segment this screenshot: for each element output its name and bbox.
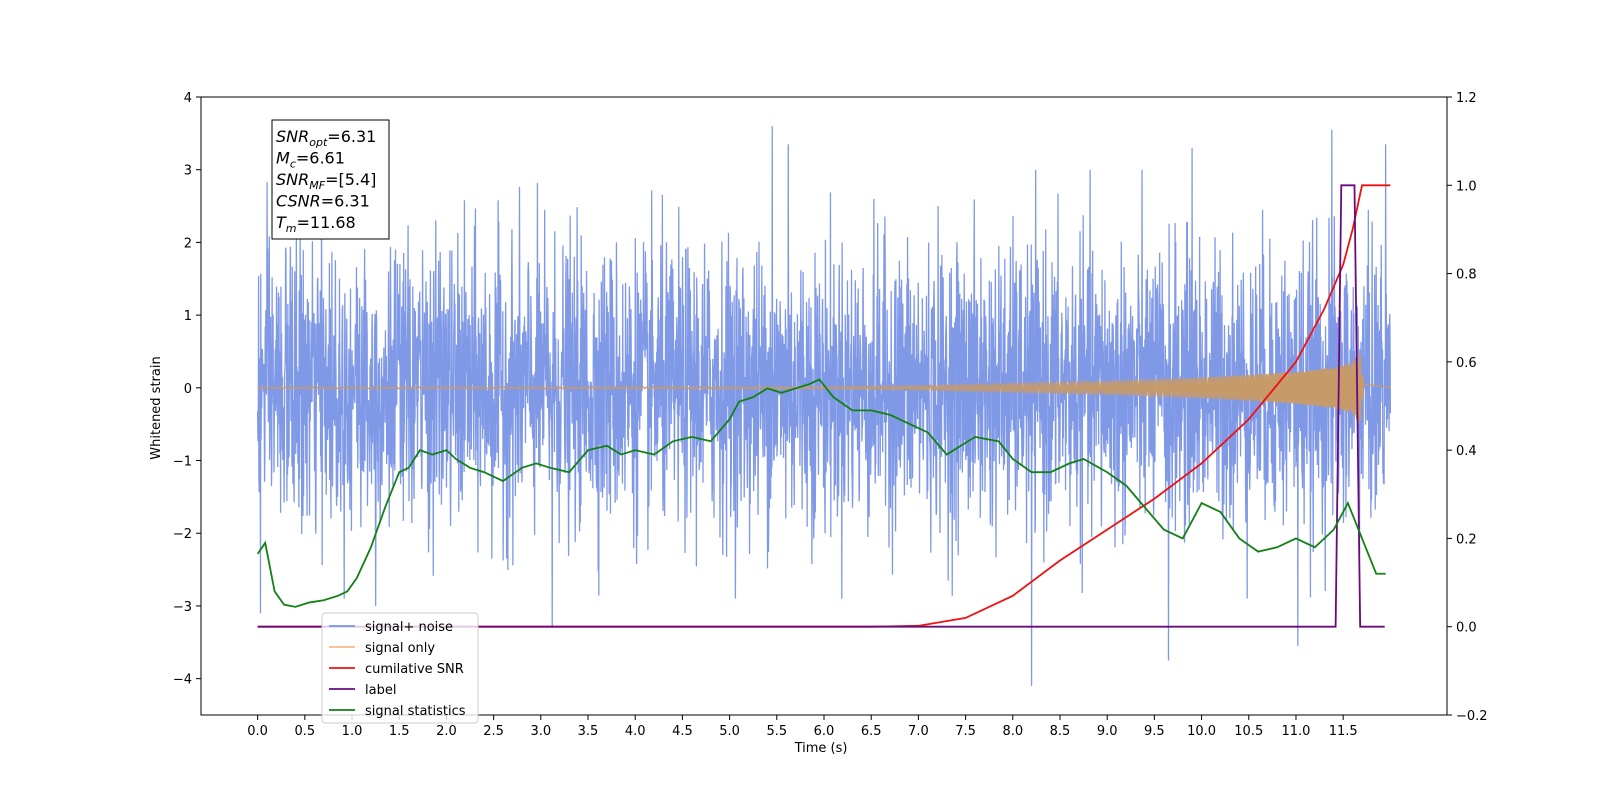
- x-tick-label: 4.5: [672, 724, 693, 739]
- x-tick-label: 9.0: [1097, 724, 1118, 739]
- x-tick-label: 11.0: [1281, 724, 1310, 739]
- x-tick-label: 5.5: [766, 724, 787, 739]
- y-tick-label: −3: [173, 600, 192, 615]
- x-tick-label: 3.0: [530, 724, 551, 739]
- legend-entry: signal+ noise: [365, 620, 453, 635]
- info-line: Tm=11.68: [276, 213, 356, 235]
- info-line: SNRopt=6.31: [276, 127, 376, 149]
- x-tick-label: 5.0: [719, 724, 740, 739]
- signal-statistics-line: [256, 378, 1386, 608]
- x-tick-label: 1.5: [389, 724, 410, 739]
- legend: signal+ noise signal only cumilative SNR la…: [321, 612, 479, 724]
- right-axis-series: [256, 184, 1391, 628]
- x-tick-label: 8.5: [1050, 724, 1071, 739]
- y2-tick-label: 1.2: [1456, 91, 1477, 106]
- y-tick-label: 4: [184, 91, 192, 106]
- signal-only-line: [257, 352, 1391, 423]
- y-tick-label: −1: [173, 455, 192, 470]
- legend-box: [321, 612, 479, 724]
- legend-entry: label: [365, 683, 396, 698]
- x-tick-label: 2.5: [483, 724, 504, 739]
- y-tick-label: 2: [184, 236, 192, 251]
- cumilative-snr-line: [257, 184, 1391, 628]
- x-tick-label: 10.0: [1187, 724, 1216, 739]
- x-tick-label: 1.0: [342, 724, 363, 739]
- info-line: Mc=6.61: [276, 149, 345, 171]
- x-tick-label: 0.5: [294, 724, 315, 739]
- label-line: [257, 184, 1385, 628]
- y-axis-ticks: −4 −3 −2 −1 0 1 2 3 4: [173, 91, 201, 688]
- y2-tick-label: 0.4: [1456, 444, 1477, 459]
- y-tick-label: −2: [173, 527, 192, 542]
- x-tick-label: 7.0: [908, 724, 929, 739]
- y2-tick-label: 1.0: [1456, 179, 1477, 194]
- signal-only-series: [257, 352, 1391, 423]
- x-tick-label: 8.0: [1002, 724, 1023, 739]
- y2-tick-label: 0.6: [1456, 356, 1477, 371]
- x-tick-label: 3.5: [578, 724, 599, 739]
- legend-entry: signal statistics: [365, 704, 466, 719]
- y2-axis-ticks: −0.2 0.0 0.2 0.4 0.6 0.8 1.0 1.2: [1447, 91, 1488, 724]
- info-line: CSNR=6.31: [276, 192, 370, 211]
- x-axis-ticks: 0.0 0.5 1.0 1.5 2.0 2.5 3.0 3.5 4.0 4.5 5.0 5.5 6.0 6…: [247, 715, 1358, 739]
- y-tick-label: 3: [184, 164, 192, 179]
- y-tick-label: 0: [184, 382, 192, 397]
- info-box-frame: [271, 119, 390, 240]
- x-tick-label: 2.0: [436, 724, 457, 739]
- x-tick-label: 10.5: [1234, 724, 1263, 739]
- legend-entry: signal only: [365, 641, 435, 656]
- y2-tick-label: 0.2: [1456, 532, 1477, 547]
- x-tick-label: 11.5: [1329, 724, 1358, 739]
- x-tick-label: 9.5: [1144, 724, 1165, 739]
- x-tick-label: 6.5: [861, 724, 882, 739]
- y-tick-label: −4: [173, 673, 192, 688]
- x-tick-label: 6.0: [814, 724, 835, 739]
- x-tick-label: 7.5: [955, 724, 976, 739]
- legend-entry: cumilative SNR: [365, 662, 464, 677]
- y-axis-label: Whitened strain: [149, 356, 164, 459]
- x-tick-label: 0.0: [247, 724, 268, 739]
- x-axis-label: Time (s): [794, 741, 848, 756]
- y2-tick-label: 0.8: [1456, 268, 1477, 283]
- y-tick-label: 1: [184, 309, 192, 324]
- info-line: SNRMF=[5.4]: [276, 170, 376, 192]
- x-tick-label: 4.0: [625, 724, 646, 739]
- y2-tick-label: 0.0: [1456, 621, 1477, 636]
- y2-tick-label: −0.2: [1456, 709, 1488, 724]
